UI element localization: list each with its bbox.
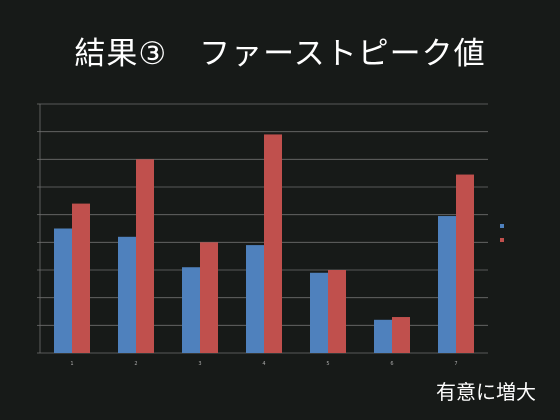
legend-swatch — [500, 238, 504, 242]
x-tick-label: 4 — [262, 361, 265, 367]
legend-swatch — [500, 224, 504, 228]
x-tick-label: 7 — [454, 361, 457, 367]
x-tick-label: 3 — [198, 361, 201, 367]
bar-series-1-cat-2 — [118, 236, 136, 353]
bar-series-1-cat-5 — [310, 272, 328, 353]
slide-title: 結果③ ファーストピーク値 — [74, 36, 486, 72]
bar-series-2-cat-1 — [72, 203, 90, 353]
significance-note: 有意に増大 — [436, 380, 536, 404]
legend — [500, 224, 504, 242]
bar-series-1-cat-7 — [438, 216, 456, 353]
x-tick-label: 1 — [70, 361, 73, 367]
bars — [54, 134, 474, 353]
x-tick-label: 5 — [326, 361, 329, 367]
bar-series-2-cat-6 — [392, 317, 410, 353]
bar-series-1-cat-3 — [182, 267, 200, 353]
x-tick-labels: 1 2 3 4 5 6 7 — [70, 361, 457, 367]
bar-series-1-cat-4 — [246, 245, 264, 353]
bar-series-2-cat-3 — [200, 242, 218, 353]
bar-series-2-cat-2 — [136, 159, 154, 353]
bar-series-2-cat-5 — [328, 270, 346, 353]
bar-series-1-cat-6 — [374, 319, 392, 353]
x-tick-label: 2 — [134, 361, 137, 367]
bar-series-2-cat-4 — [264, 134, 282, 353]
bar-series-2-cat-7 — [456, 174, 474, 353]
bar-series-1-cat-1 — [54, 228, 72, 353]
x-tick-label: 6 — [390, 361, 393, 367]
